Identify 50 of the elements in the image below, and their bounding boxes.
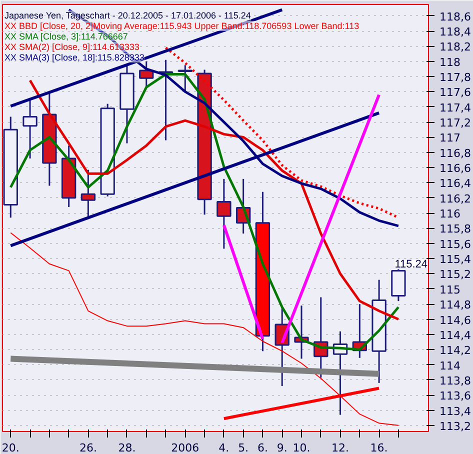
y-tick-label: 117,6: [440, 86, 471, 100]
y-tick-label: 118,6: [440, 10, 471, 24]
y-tick-label: 118,2: [440, 40, 471, 54]
x-tick-label: 5.: [238, 442, 249, 454]
candlestick: [80, 169, 96, 218]
x-tick-label: 6.: [257, 442, 268, 454]
y-tick-label: 115,2: [440, 268, 471, 282]
x-tick-label: 4.: [218, 442, 230, 454]
annotation: 115.24: [394, 258, 428, 271]
y-tick-label: 116: [440, 208, 460, 221]
candlestick: [139, 60, 154, 88]
y-tick-label: 118,4: [440, 26, 471, 39]
series-label: XX SMA(3) [Close, 18]:115.828333: [4, 52, 144, 62]
x-tick-label: 20.: [2, 442, 20, 454]
y-tick-label: 116,8: [440, 146, 471, 160]
y-tick-label: 118: [440, 56, 460, 69]
y-tick-label: 115,6: [440, 238, 471, 251]
y-tick-label: 114: [440, 359, 460, 372]
candlestick: [178, 64, 192, 92]
text: Japanese Yen, Tageschart - 20.12.2005 - 17.01.2006 - 115.24: [4, 10, 251, 20]
y-tick-label: 116,2: [440, 192, 471, 206]
y-tick-label: 117,8: [440, 71, 471, 84]
x-tick-label: 10.: [292, 442, 310, 454]
y-tick-label: 117: [440, 132, 460, 145]
y-tick-label: 113,8: [440, 374, 471, 388]
candlestick: [22, 99, 38, 160]
y-tick-label: 117,2: [440, 116, 471, 130]
x-tick-label: 16.: [370, 442, 388, 454]
x-tick-label: 26.: [79, 442, 97, 454]
x-tick-label: 9.: [276, 442, 288, 454]
text: XX BBD [Close, 20, 2]Moving Average:115.943 Upper Band:118.706593 Lower Band:113: [4, 21, 360, 31]
y-tick-label: 116,6: [440, 162, 471, 176]
text: XX SMA(2) [Close, 9]:114.613333: [4, 42, 140, 52]
y-tick-label: 114,4: [440, 328, 471, 342]
y-tick-label: 117,4: [440, 101, 471, 114]
x-tick-label: 2006: [171, 442, 200, 454]
y-tick-label: 114,8: [440, 298, 471, 312]
x-tick-label: 12.: [332, 442, 350, 454]
candlestick: [216, 178, 232, 250]
y-tick-label: 114,2: [440, 344, 471, 358]
x-tick-label: 28.: [118, 442, 136, 454]
y-tick-label: 113,4: [440, 404, 471, 418]
y-tick-label: 115,4: [440, 253, 471, 266]
y-tick-label: 114,6: [440, 314, 471, 327]
y-tick-label: 116,4: [440, 177, 471, 190]
y-tick-label: 113,2: [440, 420, 471, 433]
y-tick-label: 113,6: [440, 390, 471, 403]
y-tick-label: 115,8: [440, 222, 471, 236]
y-tick-label: 115: [440, 283, 460, 296]
text: XX SMA [Close, 3]:114.766667: [4, 32, 128, 42]
